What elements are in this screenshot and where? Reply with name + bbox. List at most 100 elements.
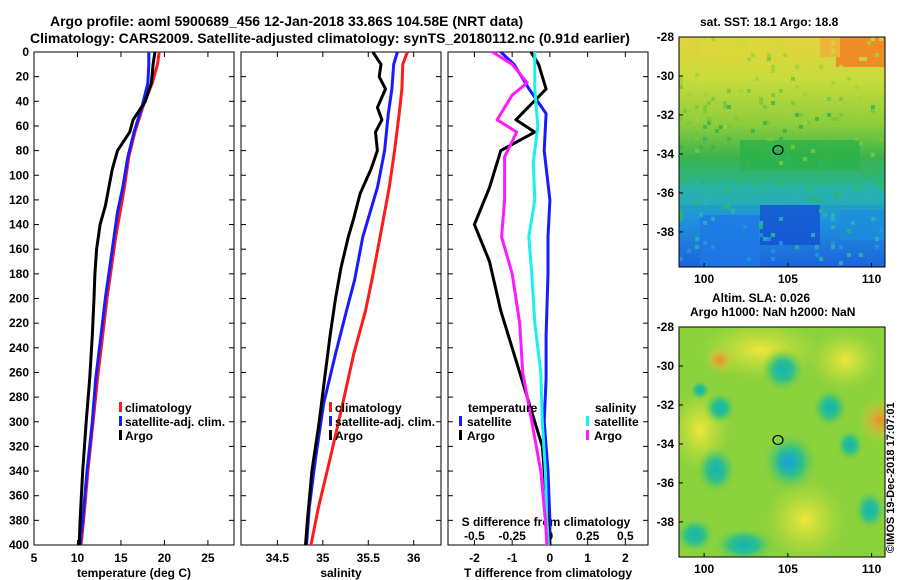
sst-pixel (759, 101, 763, 105)
sst-pixel (703, 93, 707, 97)
sst-pixel (855, 137, 859, 141)
y-tick-label: 220 (9, 316, 29, 330)
sst-pixel (723, 189, 727, 193)
sst-pixel (875, 77, 879, 81)
y-tick-label: 340 (9, 464, 29, 478)
sst-pixel (679, 217, 683, 221)
legend-label-satellite: satellite-adj. clim. (125, 415, 225, 429)
sst-pixel (827, 113, 831, 117)
y-tick-label: 100 (9, 168, 29, 182)
y-tick-label: 260 (9, 365, 29, 379)
map-y-tick-label: -32 (657, 398, 675, 412)
header-line-2: Climatology: CARS2009. Satellite-adjuste… (30, 30, 630, 46)
map-axes: 100 105 110 -28 -30 -32 -34 -36 -38 100 105 110 -28 -… (657, 30, 882, 576)
x-tick-label: 34.5 (266, 551, 290, 565)
sst-pixel (779, 161, 783, 165)
sst-pixel (695, 73, 699, 77)
sst-pixel (863, 173, 867, 177)
sst-map (678, 36, 886, 268)
sst-pixel (759, 97, 763, 101)
sst-pixel (711, 217, 715, 221)
sst-pixel (747, 57, 751, 61)
sst-pixel (831, 117, 835, 121)
legend-label-argo: Argo (335, 429, 363, 443)
sst-pixel (727, 125, 731, 129)
sla-eddy (690, 380, 710, 400)
sst-pixel (779, 241, 783, 245)
series-line-s-argo (491, 50, 549, 546)
sst-pixel (771, 65, 775, 69)
map-x-tick-label: 110 (862, 562, 882, 576)
sst-pixel (703, 61, 707, 65)
sst-pixel (879, 181, 883, 185)
sst-pixel (879, 229, 883, 233)
sst-pixel (831, 217, 835, 221)
sst-green-band (740, 140, 860, 170)
sst-pixel (683, 157, 687, 161)
sst-pixel (819, 161, 823, 165)
sla-eddy (812, 388, 848, 428)
sla-orange-anomaly (706, 346, 734, 374)
sst-pixel (703, 137, 707, 141)
sst-pixel (791, 197, 795, 201)
legend-label-climatology: climatology (125, 401, 192, 415)
sst-pixel (735, 37, 739, 41)
sst-pixel (859, 141, 863, 145)
legend-swatch-satellite (329, 416, 332, 426)
y-tick-label: 380 (9, 513, 29, 527)
sst-pixel (783, 105, 787, 109)
sst-pixel (807, 121, 811, 125)
sst-pixel (831, 169, 835, 173)
map-y-tick-label: -38 (657, 515, 675, 529)
sst-pixel (755, 77, 759, 81)
sst-pixel (875, 217, 879, 221)
sst-pixel (835, 117, 839, 121)
sst-pixel (731, 177, 735, 181)
sst-pixel (795, 101, 799, 105)
y-tick-label: 280 (9, 390, 29, 404)
map-x-tick-label: 110 (862, 272, 882, 286)
sst-pixel (727, 73, 731, 77)
sst-pixel (831, 213, 835, 217)
sst-pixel (763, 149, 767, 153)
sst-pixel (795, 245, 799, 249)
sst-pixel (715, 129, 719, 133)
sst-pixel (767, 137, 771, 141)
temperature-panel: 5 10 15 20 25 0 20 40 60 80 100 120 140 160 180 200 220 2… (9, 45, 235, 580)
sst-pixel (723, 165, 727, 169)
sst-pixel (695, 41, 699, 45)
sst-pixel (679, 145, 683, 149)
top-x-tick-label: -0.25 (498, 529, 526, 543)
sla-map-title-2: Argo h1000: NaN h2000: NaN (690, 305, 855, 319)
sst-pixel (831, 225, 835, 229)
sst-pixel (839, 261, 843, 265)
sst-pixel (687, 249, 691, 253)
sst-pixel (839, 113, 843, 117)
legend-swatch-satellite (119, 416, 122, 426)
map-x-tick-label: 105 (778, 272, 798, 286)
y-tick-label: 200 (9, 292, 29, 306)
sst-pixel (747, 161, 751, 165)
sst-pixel (819, 209, 823, 213)
sst-pixel (879, 137, 883, 141)
sst-pixel (747, 257, 751, 261)
sst-pixel (723, 125, 727, 129)
sst-pixel (679, 257, 683, 261)
y-tick-label: 300 (9, 415, 29, 429)
sst-pixel (823, 181, 827, 185)
sst-pixel (791, 145, 795, 149)
sst-pixel (679, 81, 683, 85)
sst-pixel (767, 57, 771, 61)
x-tick-label: -1 (507, 551, 518, 565)
sst-pixel (839, 97, 843, 101)
sla-yellow-anomaly (810, 330, 880, 390)
sst-pixel (751, 185, 755, 189)
sst-pixel (707, 197, 711, 201)
sla-eddy (761, 348, 805, 392)
sst-pixel (831, 245, 835, 249)
sst-pixel (859, 113, 863, 117)
sst-pixel (815, 73, 819, 77)
series-line-climatology (309, 51, 409, 546)
sst-pixel (835, 193, 839, 197)
